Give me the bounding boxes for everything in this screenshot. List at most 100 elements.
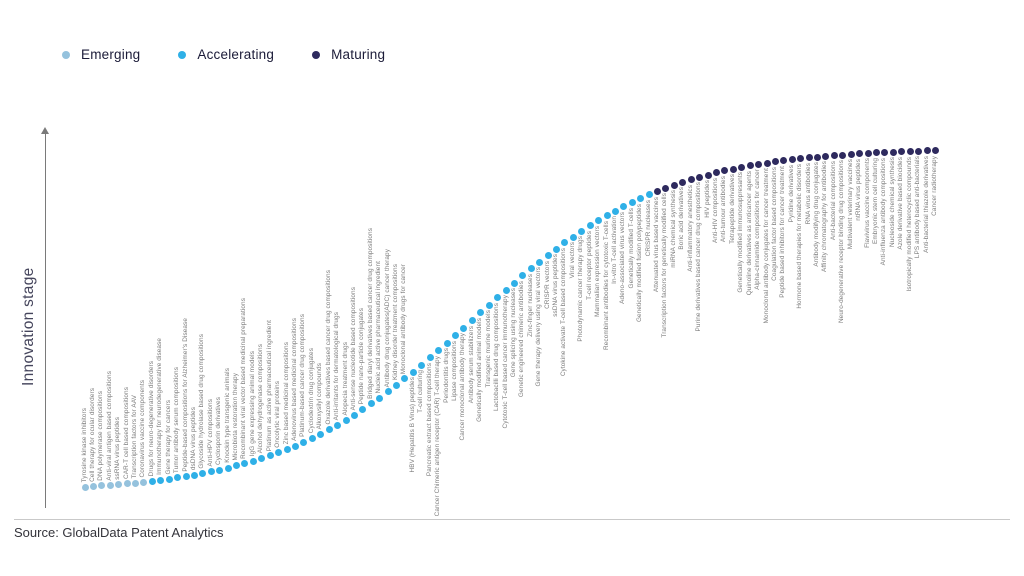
data-point-label: Lactobacilli based drug compositions — [493, 302, 501, 411]
data-point-label: Alopecia treatment drugs — [341, 341, 349, 416]
data-point-label: T-cell culturing — [417, 370, 425, 413]
data-point-label: Alkoxysilyl compounds — [316, 362, 324, 430]
data-point — [797, 155, 805, 163]
data-point-label: RNA virus antibodies — [804, 162, 812, 225]
data-point-label: Mammalian expression vectors — [594, 225, 602, 317]
data-point — [359, 406, 367, 414]
data-point — [872, 149, 880, 157]
data-point-label: Genetically modified fusion polypeptides — [636, 203, 644, 322]
data-point — [384, 388, 392, 396]
data-point — [224, 464, 232, 472]
data-point — [342, 416, 350, 424]
data-point-label: Anti-bacterial thiazole derivatives — [922, 155, 930, 253]
data-point-label: Quinoline derivatives as anticancer agen… — [745, 170, 753, 296]
data-point-label: Viral vectors — [568, 242, 576, 279]
data-point-label: dsDNA virus peptides — [189, 406, 197, 471]
data-point-label: ntRNA virus peptides — [855, 158, 863, 221]
legend-label: Accelerating — [197, 47, 275, 62]
data-point-label: Pancreatic extract based compositions — [425, 362, 433, 476]
data-point — [738, 163, 746, 171]
data-point-label: Affinity chromatography for antibodies — [821, 161, 829, 273]
data-point-label: Tyrosine kinase inhibitors — [80, 407, 88, 483]
y-axis-arrow-icon — [41, 127, 49, 134]
data-point-label: Neuro-degenerative receptor binding drug… — [838, 160, 846, 324]
data-point — [325, 426, 333, 434]
data-point-label: HIV peptides — [703, 180, 711, 218]
data-point-label: Microbiota restoration therapy — [232, 373, 240, 461]
data-point-label: Cancer Chimeric antigen receptor (CAR) T… — [434, 355, 442, 516]
data-point-label: Gene therapy delivery using viral vector… — [535, 267, 543, 387]
data-point — [308, 434, 316, 442]
data-point-label: Peptide nano-particle conjugates — [358, 308, 366, 405]
data-point-label: Periodontitis drugs — [442, 348, 450, 403]
data-point-label: Peptide-based compositions for Alzheimer… — [181, 317, 189, 472]
data-point — [788, 156, 796, 164]
data-point — [595, 217, 603, 225]
data-point — [847, 150, 855, 158]
data-point-label: Tumor antibody serum compositions — [173, 366, 181, 473]
data-point-label: Gene therapy for cancers — [164, 399, 172, 475]
data-point — [207, 468, 215, 476]
data-point-label: Cyclodextrin drug conjugates — [307, 348, 315, 434]
data-point-label: LPS antibody based anti-bacterials — [914, 156, 922, 259]
data-point — [839, 151, 847, 159]
data-point — [376, 394, 384, 402]
data-point — [578, 227, 586, 235]
data-point — [687, 176, 695, 184]
data-point — [645, 191, 653, 199]
data-point-label: Transgenic murine models — [484, 310, 492, 388]
data-point-label: CRISPR nucleases — [644, 199, 652, 257]
data-point-label: Isotropically modified heterocyclic comp… — [905, 156, 913, 292]
data-point — [106, 481, 114, 489]
data-point-label: Genetically modified animal models — [476, 317, 484, 422]
data-point-label: Cancer radiotherapy — [930, 155, 938, 216]
y-axis-line — [45, 134, 46, 508]
legend-label: Emerging — [81, 47, 141, 62]
data-point — [830, 152, 838, 160]
data-point-label: Alcohol dehydrogenase compositions — [257, 344, 265, 454]
data-point-label: Cancer monoclonal antibody therapy — [459, 333, 467, 441]
data-point-label: Embryonic stem cell culturing — [871, 157, 879, 244]
data-point-label: Alpha-cinnamide compositions for cancer — [754, 169, 762, 291]
data-point-label: Pyridine derivatives — [787, 164, 795, 223]
data-point — [510, 279, 518, 287]
data-point-label: Nucleic acid active pharmaceutical ingre… — [375, 260, 383, 394]
legend-dot-icon — [178, 50, 187, 59]
data-point-label: T-cell receptor peptides — [585, 230, 593, 300]
data-point-label: Gene splicing using nucleases — [509, 288, 517, 378]
data-point — [679, 178, 687, 186]
data-point — [611, 207, 619, 215]
data-point-label: Coagulation factor based compositions — [770, 166, 778, 281]
data-point — [763, 159, 771, 167]
data-point-label: Recombinant viral vector based medicinal… — [240, 297, 248, 459]
data-point — [696, 173, 704, 181]
legend-item-accelerating: Accelerating — [178, 47, 274, 62]
data-point-label: Boric acid derivatives — [678, 187, 686, 250]
data-point-label: Drugs for neuro-degenerative disorders — [147, 360, 155, 477]
data-point — [249, 457, 257, 465]
data-point-label: Immunotherapy for neurodegenerative dise… — [156, 338, 164, 476]
data-point — [190, 471, 198, 479]
data-point-label: Genetic engineered chimeric antibodies — [518, 280, 526, 398]
data-point — [174, 474, 182, 482]
data-point-label: Attenuated virus based vaccines — [653, 196, 661, 292]
legend-item-emerging: Emerging — [62, 47, 140, 62]
data-point — [300, 438, 308, 446]
data-point-label: CRISPR vectors — [543, 260, 551, 309]
data-point-label: DNA polymerase compositions — [97, 391, 105, 481]
data-point-label: Genetically modified T-cells — [627, 207, 635, 289]
data-point-label: Purine derivatives based cancer drug com… — [695, 182, 703, 332]
data-point-label: Knockin type transgenic animals — [223, 368, 231, 464]
data-point-label: Anti-bacterial compositions — [829, 160, 837, 240]
data-point-label: Cytotoxic T-cell based cancer immunother… — [501, 295, 509, 429]
data-point — [426, 354, 434, 362]
data-point-label: Nucleoside chemical synthesis — [888, 157, 896, 248]
data-point-label: Zinc-finger nucleases — [526, 273, 534, 337]
data-point — [148, 477, 156, 485]
data-point — [460, 324, 468, 332]
data-point — [864, 149, 872, 157]
data-point — [906, 148, 914, 156]
data-point — [519, 272, 527, 280]
data-point-label: Anti-HIV compositions — [712, 177, 719, 243]
